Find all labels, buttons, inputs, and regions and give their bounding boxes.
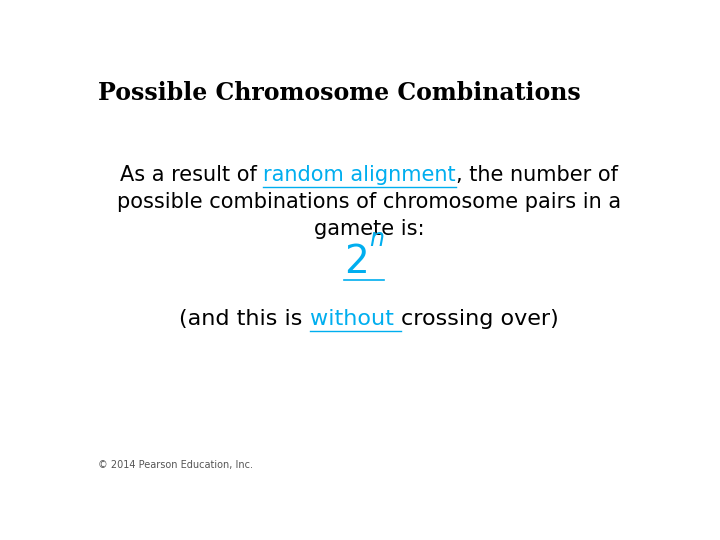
Text: Possible Chromosome Combinations: Possible Chromosome Combinations	[98, 82, 580, 105]
Text: 2: 2	[344, 242, 369, 281]
Text: n: n	[369, 227, 384, 251]
Text: possible combinations of chromosome pairs in a: possible combinations of chromosome pair…	[117, 192, 621, 212]
Text: gamete is:: gamete is:	[314, 219, 424, 239]
Text: crossing over): crossing over)	[401, 309, 559, 329]
Text: (and this is: (and this is	[179, 309, 310, 329]
Text: without: without	[310, 309, 401, 329]
Text: , the number of: , the number of	[456, 165, 618, 185]
Text: random alignment: random alignment	[264, 165, 456, 185]
Text: © 2014 Pearson Education, Inc.: © 2014 Pearson Education, Inc.	[98, 460, 253, 470]
Text: As a result of: As a result of	[120, 165, 264, 185]
